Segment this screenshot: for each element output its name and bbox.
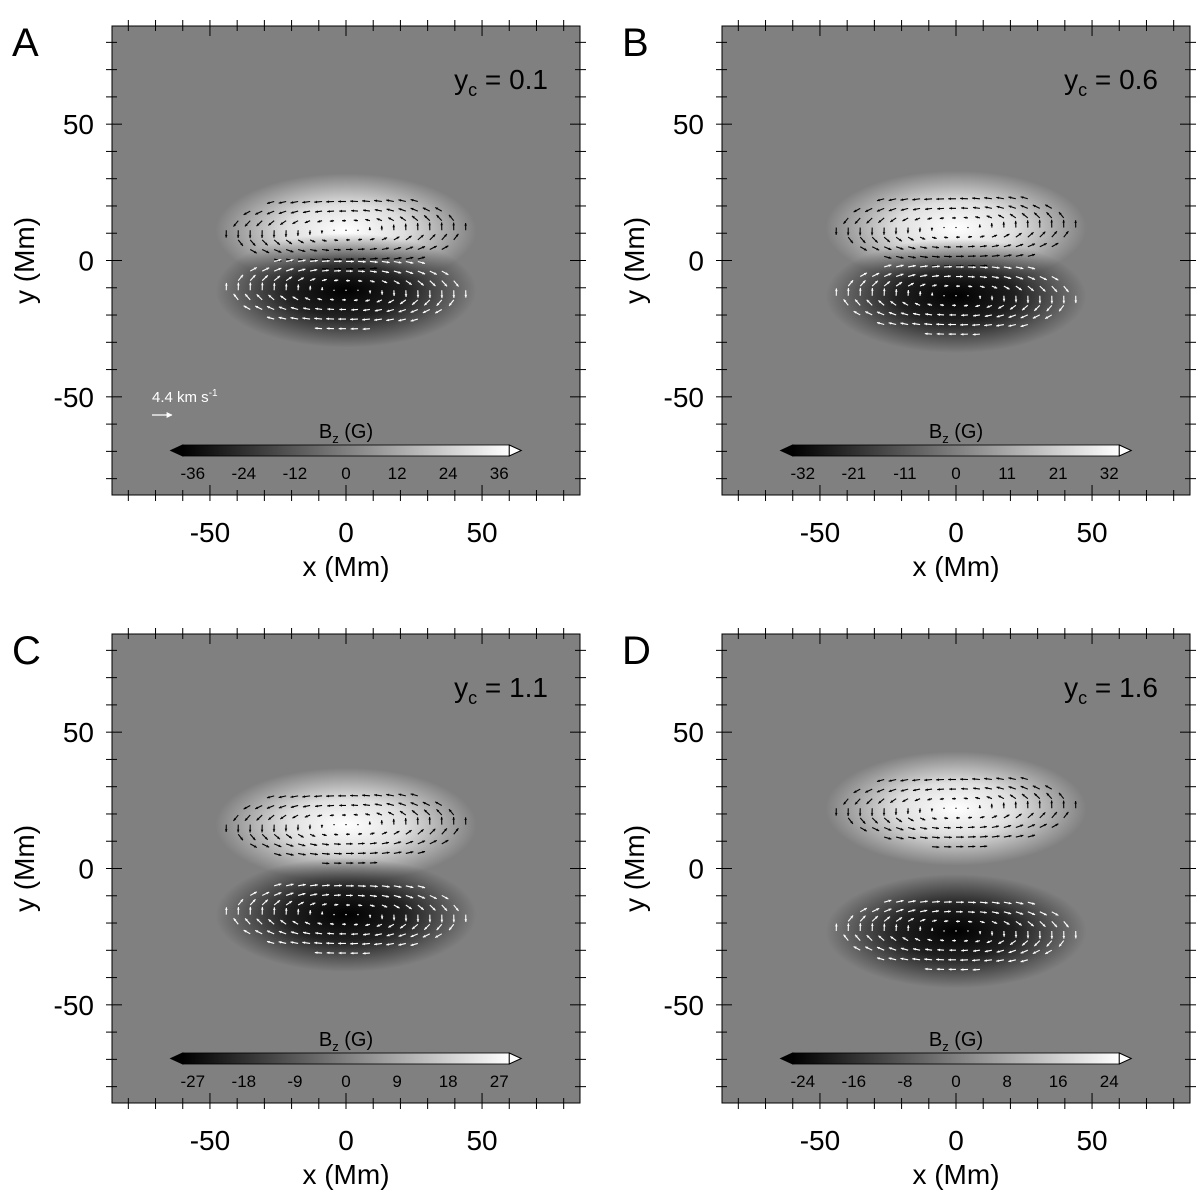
x-tick-label: 0 (948, 517, 964, 548)
x-axis-label: x (Mm) (912, 1159, 999, 1190)
axis-ticks (106, 628, 586, 1109)
colorbar-tick-label: -8 (897, 1072, 912, 1091)
x-tick-label: -50 (190, 1125, 230, 1156)
velocity-field (224, 793, 468, 955)
panel-letter: B (622, 21, 649, 65)
colorbar-tick-label: 9 (392, 1072, 401, 1091)
colorbar-tick-label: 36 (490, 464, 509, 483)
y-axis-label: y (Mm) (619, 825, 650, 912)
x-tick-label: 0 (338, 1125, 354, 1156)
velocity-field (834, 196, 1078, 336)
colorbar-label: Bz (G) (929, 421, 983, 446)
axis-ticks (716, 20, 1196, 501)
y-tick-label: 0 (78, 854, 94, 885)
yc-annotation: yc = 1.6 (1064, 672, 1158, 708)
colorbar-tick-label: -12 (283, 464, 308, 483)
colorbar-tick-label: -11 (893, 464, 916, 483)
y-tick-label: -50 (54, 382, 94, 413)
colorbar-tick-label: 16 (1049, 1072, 1068, 1091)
colorbar: -32 -21 -11 0 11 21 32 Bz (G) (779, 421, 1133, 483)
panel-letter: A (12, 21, 39, 65)
y-tick-label: 0 (688, 246, 704, 277)
colorbar-label: Bz (G) (319, 421, 373, 446)
colorbar-tick-label: -16 (842, 1072, 867, 1091)
colorbar-tick-label: 27 (490, 1072, 509, 1091)
y-axis-label: y (Mm) (619, 217, 650, 304)
yc-annotation: yc = 0.6 (1064, 64, 1158, 100)
y-tick-label: 50 (673, 109, 704, 140)
panel-letter: C (12, 629, 41, 673)
x-tick-label: 0 (948, 1125, 964, 1156)
colorbar-tick-label: -32 (790, 464, 815, 483)
x-tick-label: -50 (800, 1125, 840, 1156)
colorbar-tick-label: -24 (232, 464, 257, 483)
colorbar-tick-label: -36 (180, 464, 205, 483)
y-tick-label: 0 (78, 246, 94, 277)
colorbar-tick-label: 8 (1002, 1072, 1011, 1091)
colorbar-tick-label: 32 (1100, 464, 1119, 483)
x-tick-label: 50 (1076, 1125, 1107, 1156)
colorbar: -36 -24 -12 0 12 24 36 Bz (G) (169, 421, 523, 483)
colorbar-tick-label: -24 (790, 1072, 815, 1091)
y-tick-label: 50 (63, 109, 94, 140)
colorbar-tick-label: -21 (842, 464, 867, 483)
y-tick-label: 0 (688, 854, 704, 885)
x-axis-label: x (Mm) (912, 551, 999, 582)
velocity-field (224, 198, 468, 331)
colorbar-tick-label: -9 (287, 1072, 302, 1091)
velocity-field (834, 776, 1078, 972)
yc-annotation: yc = 0.1 (454, 64, 548, 100)
colorbar-tick-label: 0 (341, 464, 350, 483)
axis-ticks (106, 20, 586, 501)
colorbar-tick-label: 12 (388, 464, 407, 483)
y-tick-label: -50 (664, 382, 704, 413)
colorbar: -27 -18 -9 0 9 18 27 Bz (G) (169, 1029, 523, 1091)
axis-ticks (716, 628, 1196, 1109)
colorbar-tick-label: 18 (439, 1072, 458, 1091)
yc-annotation: yc = 1.1 (454, 672, 548, 708)
colorbar-label: Bz (G) (929, 1029, 983, 1054)
x-tick-label: 50 (1076, 517, 1107, 548)
x-tick-label: 0 (338, 517, 354, 548)
colorbar-tick-label: 24 (1100, 1072, 1119, 1091)
colorbar: -24 -16 -8 0 8 16 24 Bz (G) (779, 1029, 1133, 1091)
y-tick-label: -50 (664, 990, 704, 1021)
colorbar-tick-label: 0 (951, 464, 960, 483)
y-tick-label: 50 (673, 717, 704, 748)
colorbar-tick-label: 0 (341, 1072, 350, 1091)
panel-letter: D (622, 629, 651, 673)
x-tick-label: -50 (800, 517, 840, 548)
x-axis-label: x (Mm) (302, 1159, 389, 1190)
vector-scale-label: 4.4 km s-1 (152, 388, 218, 406)
colorbar-tick-label: -18 (232, 1072, 257, 1091)
x-tick-label: 50 (466, 517, 497, 548)
vector-scale: 4.4 km s-1 (152, 388, 218, 418)
colorbar-tick-label: 0 (951, 1072, 960, 1091)
colorbar-tick-label: 24 (439, 464, 458, 483)
y-tick-label: -50 (54, 990, 94, 1021)
colorbar-label: Bz (G) (319, 1029, 373, 1054)
plot-background (722, 634, 1190, 1103)
colorbar-tick-label: -27 (180, 1072, 205, 1091)
y-axis-label: y (Mm) (9, 217, 40, 304)
x-axis-label: x (Mm) (302, 551, 389, 582)
colorbar-tick-label: 11 (998, 464, 1016, 483)
y-tick-label: 50 (63, 717, 94, 748)
colorbar-tick-label: 21 (1049, 464, 1068, 483)
y-axis-label: y (Mm) (9, 825, 40, 912)
x-tick-label: 50 (466, 1125, 497, 1156)
x-tick-label: -50 (190, 517, 230, 548)
